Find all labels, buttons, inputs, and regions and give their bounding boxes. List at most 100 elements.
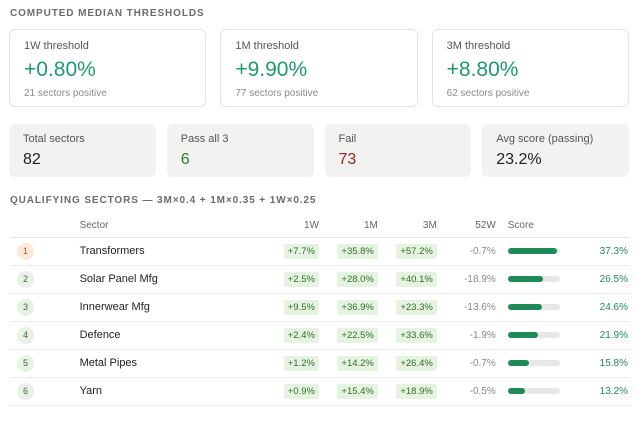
- 1w-header[interactable]: 1W: [260, 215, 319, 238]
- threshold-subtext: 21 sectors positive: [24, 88, 107, 99]
- summary-stats: Total sectors 82 Pass all 3 6 Fail 73 Av…: [9, 124, 629, 177]
- qualifying-section-title: QUALIFYING SECTORS — 3M×0.4 + 1M×0.35 + …: [10, 195, 317, 206]
- score-value: 15.8%: [599, 357, 628, 369]
- rank-cell: 3: [10, 293, 47, 321]
- table-row[interactable]: 2 Solar Panel Mfg +2.5% +28.0% +40.1% -18.9% 2…: [10, 265, 630, 293]
- 3m-value: +57.2%: [396, 243, 437, 259]
- 3m-value: +26.4%: [396, 355, 437, 371]
- stat-card-total: Total sectors 82: [9, 124, 156, 177]
- score-value: 24.6%: [599, 301, 628, 313]
- rank-cell: 2: [10, 265, 47, 293]
- thresholds-section-title: COMPUTED MEDIAN THRESHOLDS: [10, 8, 205, 19]
- score-bar-cell: [496, 321, 590, 349]
- 1w-value: +2.5%: [283, 271, 319, 287]
- score-bar-fill: [507, 304, 542, 311]
- 1w-value: +2.4%: [283, 327, 319, 343]
- 1m-cell: +28.0%: [319, 265, 378, 293]
- threshold-cards: 1W threshold +0.80% 21 sectors positive …: [9, 29, 629, 107]
- sector-name: Metal Pipes: [79, 357, 138, 369]
- 3m-cell: +26.4%: [378, 349, 437, 377]
- 1w-value: +1.2%: [283, 355, 319, 371]
- rank-badge: 3: [17, 298, 34, 316]
- table-row[interactable]: 1 Transformers +7.7% +35.8% +57.2% -0.7% 37.3%: [10, 237, 630, 265]
- sector-name: Solar Panel Mfg: [79, 273, 158, 285]
- 52w-value: -0.5%: [469, 385, 496, 397]
- rank-badge: 2: [17, 270, 34, 288]
- 1m-value: +22.5%: [337, 327, 378, 343]
- table-row[interactable]: 3 Innerwear Mfg +9.5% +36.9% +23.3% -13.6% 24.…: [10, 293, 630, 321]
- score-header[interactable]: Score: [495, 215, 630, 238]
- table-row[interactable]: 5 Metal Pipes +1.2% +14.2% +26.4% -0.7% 15.8%: [10, 349, 630, 377]
- score-bar: [507, 332, 560, 339]
- 1m-cell: +22.5%: [319, 321, 378, 349]
- sector-header[interactable]: Sector: [46, 215, 261, 238]
- score-bar-cell: [496, 349, 590, 377]
- 3m-header[interactable]: 3M: [377, 215, 437, 238]
- table-row[interactable]: 6 Yarn +0.9% +15.4% +18.9% -0.5% 13.2%: [10, 377, 630, 405]
- 52w-value: -18.9%: [464, 273, 496, 285]
- score-bar-cell: [496, 237, 590, 265]
- rank-badge: 6: [17, 382, 34, 400]
- 3m-cell: +40.1%: [378, 265, 437, 293]
- threshold-label: 1W threshold: [24, 40, 89, 52]
- threshold-subtext: 77 sectors positive: [235, 88, 319, 99]
- 1m-value: +15.4%: [337, 383, 378, 399]
- 1w-value: +7.7%: [283, 243, 319, 259]
- score-bar-fill: [507, 388, 525, 395]
- score-value: 37.3%: [599, 245, 628, 257]
- rank-badge: 5: [17, 354, 34, 372]
- 52w-value: -13.6%: [464, 301, 496, 313]
- stat-label: Total sectors: [23, 133, 85, 145]
- 1m-header[interactable]: 1M: [318, 215, 378, 238]
- stat-value: 6: [180, 151, 190, 168]
- threshold-label: 3M threshold: [446, 40, 511, 52]
- threshold-subtext: 62 sectors positive: [446, 88, 530, 99]
- score-value: 13.2%: [599, 385, 628, 397]
- rank-cell: 1: [10, 237, 47, 265]
- score-bar: [507, 388, 560, 395]
- stat-value: 23.2%: [496, 151, 542, 168]
- 52w-header[interactable]: 52W: [436, 215, 496, 238]
- 3m-value: +18.9%: [396, 383, 437, 399]
- 1m-value: +28.0%: [337, 271, 378, 287]
- score-bar-fill: [507, 332, 538, 339]
- sector-name: Yarn: [79, 385, 102, 397]
- 3m-value: +33.6%: [396, 327, 437, 343]
- score-bar-fill: [507, 276, 544, 283]
- 52w-value: -1.9%: [469, 329, 496, 341]
- table-header-row: Sector 1W 1M 3M 52W Score: [10, 215, 630, 238]
- 1m-value: +35.8%: [337, 243, 378, 259]
- threshold-card-3m: 3M threshold +8.80% 62 sectors positive: [431, 29, 629, 107]
- 1m-cell: +35.8%: [319, 237, 378, 265]
- score-bar: [507, 304, 560, 311]
- score-bar-cell: [496, 293, 590, 321]
- threshold-value: +9.90%: [235, 58, 308, 81]
- score-bar-cell: [496, 377, 590, 405]
- 1w-cell: +7.7%: [260, 237, 319, 265]
- rank-cell: 6: [10, 377, 47, 405]
- stat-card-fail: Fail 73: [324, 124, 472, 177]
- 52w-value: -0.7%: [469, 245, 496, 257]
- 1m-value: +36.9%: [337, 299, 378, 315]
- 3m-cell: +18.9%: [378, 377, 437, 405]
- rank-header: [10, 215, 47, 238]
- 1m-cell: +36.9%: [319, 293, 378, 321]
- stat-value: 73: [338, 151, 357, 168]
- threshold-card-1m: 1M threshold +9.90% 77 sectors positive: [220, 29, 418, 107]
- 1w-cell: +2.5%: [260, 265, 319, 293]
- score-bar-fill: [507, 248, 557, 255]
- stat-value: 82: [23, 151, 41, 168]
- rank-badge: 4: [17, 326, 34, 344]
- 3m-value: +23.3%: [396, 299, 437, 315]
- threshold-label: 1M threshold: [235, 40, 299, 52]
- score-bar-fill: [507, 360, 529, 367]
- 1w-cell: +0.9%: [260, 377, 319, 405]
- table-row[interactable]: 4 Defence +2.4% +22.5% +33.6% -1.9% 21.9%: [10, 321, 630, 349]
- rank-badge: 1: [17, 242, 34, 260]
- 1w-value: +9.5%: [283, 299, 319, 315]
- score-bar: [507, 276, 560, 283]
- score-bar: [507, 248, 560, 255]
- 3m-cell: +23.3%: [378, 293, 437, 321]
- rank-cell: 5: [10, 349, 47, 377]
- 1w-cell: +9.5%: [260, 293, 319, 321]
